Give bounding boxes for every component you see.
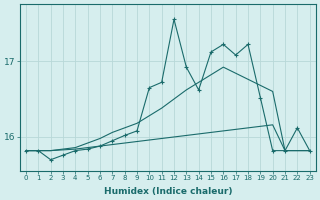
X-axis label: Humidex (Indice chaleur): Humidex (Indice chaleur) (104, 187, 232, 196)
